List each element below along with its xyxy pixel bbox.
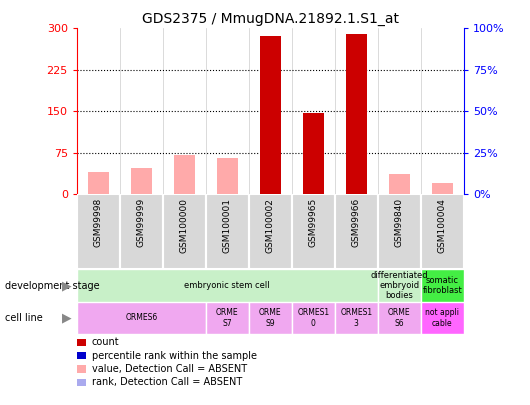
Bar	[303, 113, 324, 194]
Bar	[120, 194, 163, 269]
Text: cell line: cell line	[5, 313, 43, 323]
Bar	[249, 302, 292, 334]
Bar	[346, 34, 367, 194]
Text: embryonic stem cell: embryonic stem cell	[184, 281, 270, 290]
Text: development stage: development stage	[5, 281, 100, 290]
Bar	[388, 174, 410, 194]
Bar	[206, 302, 249, 334]
Bar	[77, 269, 378, 302]
Bar	[292, 194, 335, 269]
Bar	[378, 269, 421, 302]
Text: differentiated
embryoid
bodies: differentiated embryoid bodies	[370, 271, 428, 301]
Text: ▶: ▶	[62, 311, 72, 324]
Bar	[217, 158, 238, 194]
Text: ORME
S7: ORME S7	[216, 308, 238, 328]
Text: rank, Detection Call = ABSENT: rank, Detection Call = ABSENT	[92, 377, 242, 387]
Text: GSM99999: GSM99999	[137, 198, 146, 247]
Text: GSM99998: GSM99998	[94, 198, 103, 247]
Bar	[421, 269, 464, 302]
Text: GSM99966: GSM99966	[352, 198, 361, 247]
Text: GSM99840: GSM99840	[395, 198, 404, 247]
Bar	[249, 194, 292, 269]
Text: ▶: ▶	[62, 279, 72, 292]
Text: not appli
cable: not appli cable	[425, 308, 460, 328]
Bar	[77, 194, 120, 269]
Text: GSM100004: GSM100004	[438, 198, 447, 253]
Bar	[77, 302, 206, 334]
Text: count: count	[92, 337, 119, 347]
Text: ORMES1
3: ORMES1 3	[340, 308, 373, 328]
Bar	[378, 302, 421, 334]
Text: value, Detection Call = ABSENT: value, Detection Call = ABSENT	[92, 364, 247, 374]
Bar	[335, 302, 378, 334]
Bar	[421, 302, 464, 334]
Bar	[87, 172, 109, 194]
Text: ORMES1
0: ORMES1 0	[297, 308, 329, 328]
Text: GSM100002: GSM100002	[266, 198, 275, 253]
Text: GSM100001: GSM100001	[223, 198, 232, 253]
Bar	[163, 194, 206, 269]
Bar	[260, 36, 281, 194]
Text: ORME
S9: ORME S9	[259, 308, 281, 328]
Bar	[206, 194, 249, 269]
Text: GSM100000: GSM100000	[180, 198, 189, 253]
Bar	[292, 302, 335, 334]
Bar	[173, 155, 195, 194]
Bar	[431, 183, 453, 194]
Text: ORME
S6: ORME S6	[388, 308, 411, 328]
Bar	[378, 194, 421, 269]
Bar	[130, 168, 152, 194]
Text: ORMES6: ORMES6	[125, 313, 157, 322]
Bar	[421, 194, 464, 269]
Bar	[335, 194, 378, 269]
Text: percentile rank within the sample: percentile rank within the sample	[92, 351, 257, 360]
Title: GDS2375 / MmugDNA.21892.1.S1_at: GDS2375 / MmugDNA.21892.1.S1_at	[142, 12, 399, 26]
Text: somatic
fibroblast: somatic fibroblast	[422, 276, 462, 295]
Text: GSM99965: GSM99965	[309, 198, 318, 247]
